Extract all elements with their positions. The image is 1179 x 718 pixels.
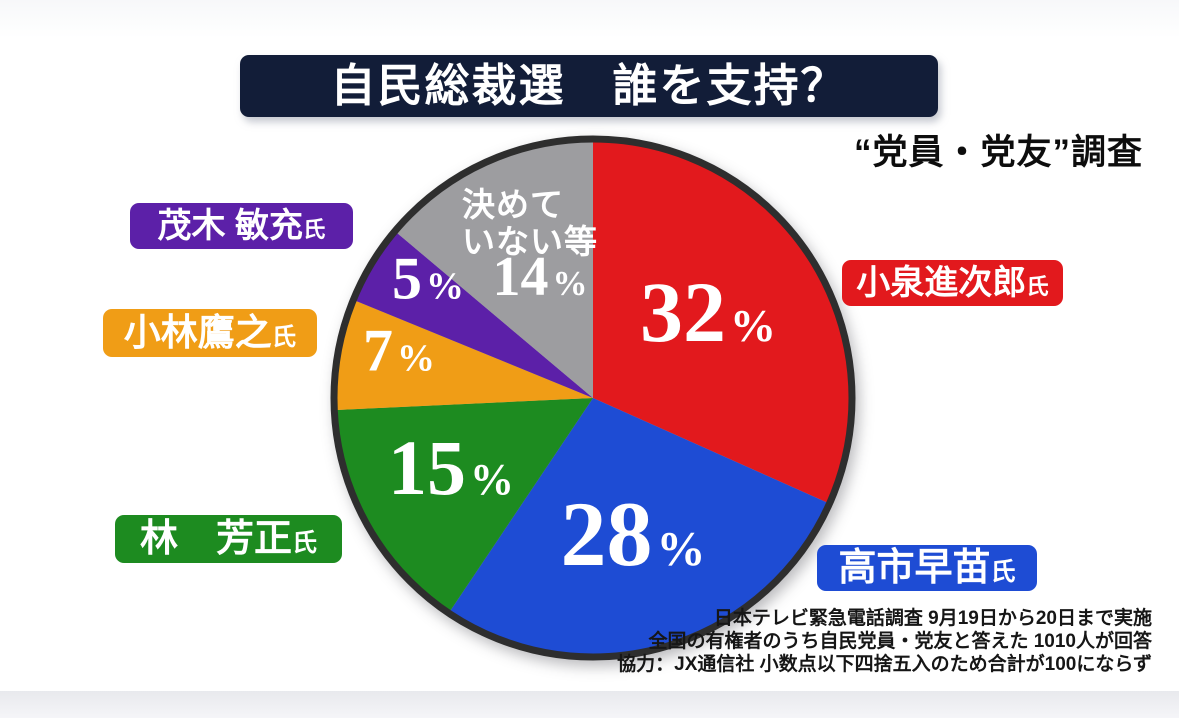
honorific-suffix: 氏 xyxy=(291,529,318,557)
pie-slice-3 xyxy=(333,299,593,411)
candidate-name: 高市早苗 xyxy=(838,547,991,589)
undecided-line-1: 決めて xyxy=(462,186,564,223)
candidate-name: 小林鷹之 xyxy=(123,312,272,353)
undecided-line-2: いない等 xyxy=(462,223,598,260)
pie-value-label-hayashi: 15% xyxy=(388,423,514,513)
pie-slice-2 xyxy=(334,398,593,614)
title-banner: 自民総裁選 誰を支持？ xyxy=(240,55,938,117)
pie-value-label-takaichi: 28% xyxy=(561,481,706,587)
bottom-band xyxy=(0,691,1179,718)
pie-svg xyxy=(330,135,856,661)
pie-slice-5 xyxy=(394,139,593,398)
pie-slice-4 xyxy=(353,231,593,398)
source-line-2: 全国の有権者のうち自民党員・党友と答えた 1010人が回答 xyxy=(648,631,1152,652)
percent-sign: % xyxy=(470,455,514,504)
source-line-3: 協力：JX通信社 小数点以下四捨五入のため合計が100にならず xyxy=(617,654,1152,675)
source-line-1: 日本テレビ緊急電話調査 9月19日から20日まで実施 xyxy=(713,608,1152,629)
percent-sign: % xyxy=(552,264,588,303)
honorific-suffix: 氏 xyxy=(1026,274,1049,299)
value-number: 28 xyxy=(560,483,653,585)
pie-outline xyxy=(330,135,856,661)
pie-value-label-undecided: 14% xyxy=(493,245,588,309)
value-number: 14 xyxy=(492,246,549,308)
percent-sign: % xyxy=(730,300,776,351)
source-note: 日本テレビ緊急電話調査 9月19日から20日まで実施 全国の有権者のうち自民党員… xyxy=(617,607,1152,676)
honorific-suffix: 氏 xyxy=(303,217,326,242)
pie-value-label-kobayashi: 7% xyxy=(363,317,435,386)
value-number: 5 xyxy=(392,245,422,312)
percent-sign: % xyxy=(426,265,464,308)
candidate-badge-kobayashi: 小林鷹之氏 xyxy=(103,309,317,357)
pie-slice-1 xyxy=(448,398,830,657)
survey-subtitle: “党員・党友”調査 xyxy=(853,133,1143,172)
candidate-name: 林 芳正 xyxy=(139,518,292,560)
candidate-badge-hayashi: 林 芳正氏 xyxy=(115,515,342,563)
percent-sign: % xyxy=(656,521,706,576)
candidate-name: 小泉進次郎 xyxy=(856,264,1027,302)
honorific-suffix: 氏 xyxy=(990,558,1016,586)
candidate-badge-takaichi: 高市早苗氏 xyxy=(817,545,1037,591)
value-number: 32 xyxy=(640,264,726,360)
pie-value-label-motegi: 5% xyxy=(392,245,464,314)
value-number: 15 xyxy=(388,424,466,511)
pie-chart xyxy=(330,135,856,661)
page-title: 自民総裁選 誰を支持？ xyxy=(330,60,848,111)
top-band xyxy=(0,0,1179,38)
percent-sign: % xyxy=(397,337,435,380)
candidate-badge-motegi: 茂木 敏充氏 xyxy=(130,203,353,249)
value-number: 7 xyxy=(363,317,393,384)
candidate-badge-koizumi: 小泉進次郎氏 xyxy=(842,260,1063,306)
pie-value-label-koizumi: 32% xyxy=(640,262,776,362)
candidate-name: 茂木 敏充 xyxy=(157,207,303,245)
honorific-suffix: 氏 xyxy=(271,324,297,351)
pie-slice-label-undecided: 決めて いない等 xyxy=(462,186,598,260)
